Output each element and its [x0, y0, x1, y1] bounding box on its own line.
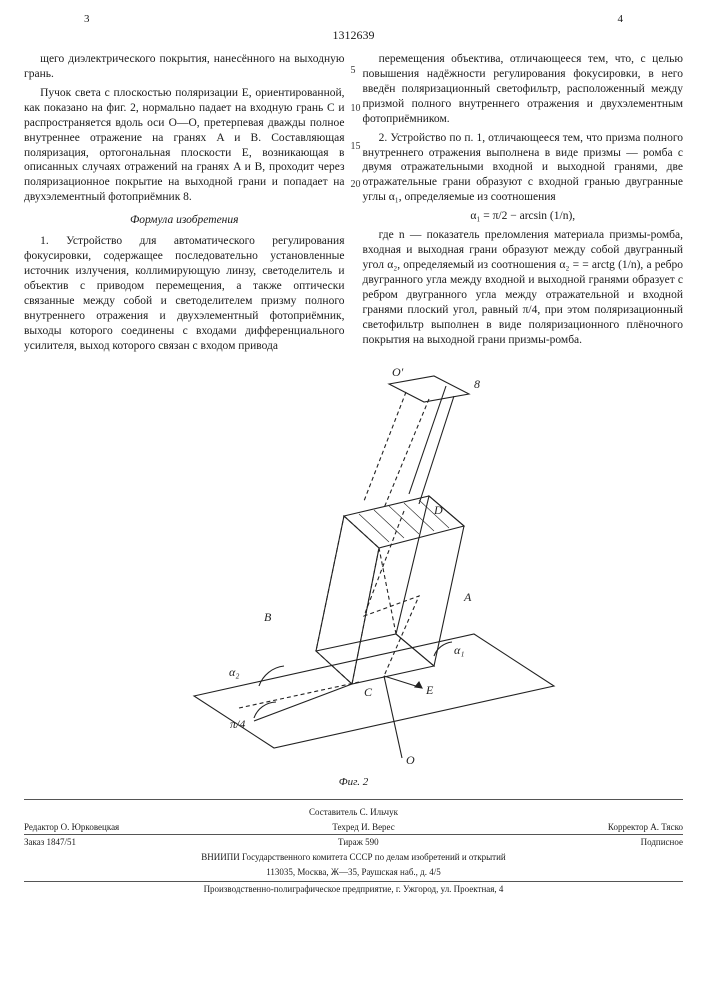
right-column: 5 10 15 20 перемещения объектива, отлича…: [363, 52, 684, 358]
svg-text:8: 8: [474, 377, 480, 391]
techred: Техред И. Верес: [332, 822, 394, 834]
text-columns: щего диэлектрического покрытия, нанесённ…: [24, 52, 683, 358]
svg-text:π/4: π/4: [230, 717, 245, 731]
figure-caption: Фиг. 2: [24, 775, 683, 789]
para: перемещения объектива, отличающееся тем,…: [363, 52, 684, 127]
para: 1. Устройство для автоматического регули…: [24, 234, 345, 354]
tirazh: Тираж 590: [338, 837, 379, 849]
prism-diagram: O′ 8 D A B C: [134, 366, 574, 766]
page-numbers: 3 4: [84, 12, 623, 26]
print: Производственно-полиграфическое предприя…: [24, 881, 683, 896]
corrector: Корректор А. Тяско: [608, 822, 683, 834]
svg-text:A: A: [463, 590, 472, 604]
svg-text:α₂: α₂: [229, 665, 239, 679]
svg-text:D: D: [433, 503, 443, 517]
para: щего диэлектрического покрытия, нанесённ…: [24, 52, 345, 82]
page-left: 3: [84, 12, 90, 26]
page-right: 4: [618, 12, 624, 26]
editor: Редактор О. Юрковецкая: [24, 822, 119, 834]
para: где n — показатель преломления материала…: [363, 228, 684, 348]
para: 2. Устройство по п. 1, отличающееся тем,…: [363, 131, 684, 206]
order: Заказ 1847/51: [24, 837, 76, 849]
formula-heading: Формула изобретения: [24, 213, 345, 228]
svg-text:O: O: [406, 753, 415, 766]
svg-text:α₁: α₁: [454, 643, 464, 657]
figure-2: O′ 8 D A B C: [24, 366, 683, 771]
svg-text:B: B: [264, 610, 272, 624]
sign: Подписное: [641, 837, 683, 849]
para: Пучок света с плоскостью поляризации E, …: [24, 86, 345, 206]
equation: α₁ = π/2 − arcsin (1/n),: [363, 209, 684, 224]
svg-text:O′: O′: [392, 366, 404, 379]
addr: 113035, Москва, Ж—35, Раушская наб., д. …: [24, 867, 683, 879]
doc-number: 1312639: [24, 28, 683, 44]
line-numbers: 5 10 15 20: [351, 52, 361, 204]
footer-block: Составитель С. Ильчук Редактор О. Юркове…: [24, 799, 683, 896]
compiler: Составитель С. Ильчук: [24, 807, 683, 819]
org: ВНИИПИ Государственного комитета СССР по…: [24, 852, 683, 864]
svg-text:C: C: [364, 685, 373, 699]
left-column: щего диэлектрического покрытия, нанесённ…: [24, 52, 345, 358]
svg-text:E: E: [425, 683, 434, 697]
